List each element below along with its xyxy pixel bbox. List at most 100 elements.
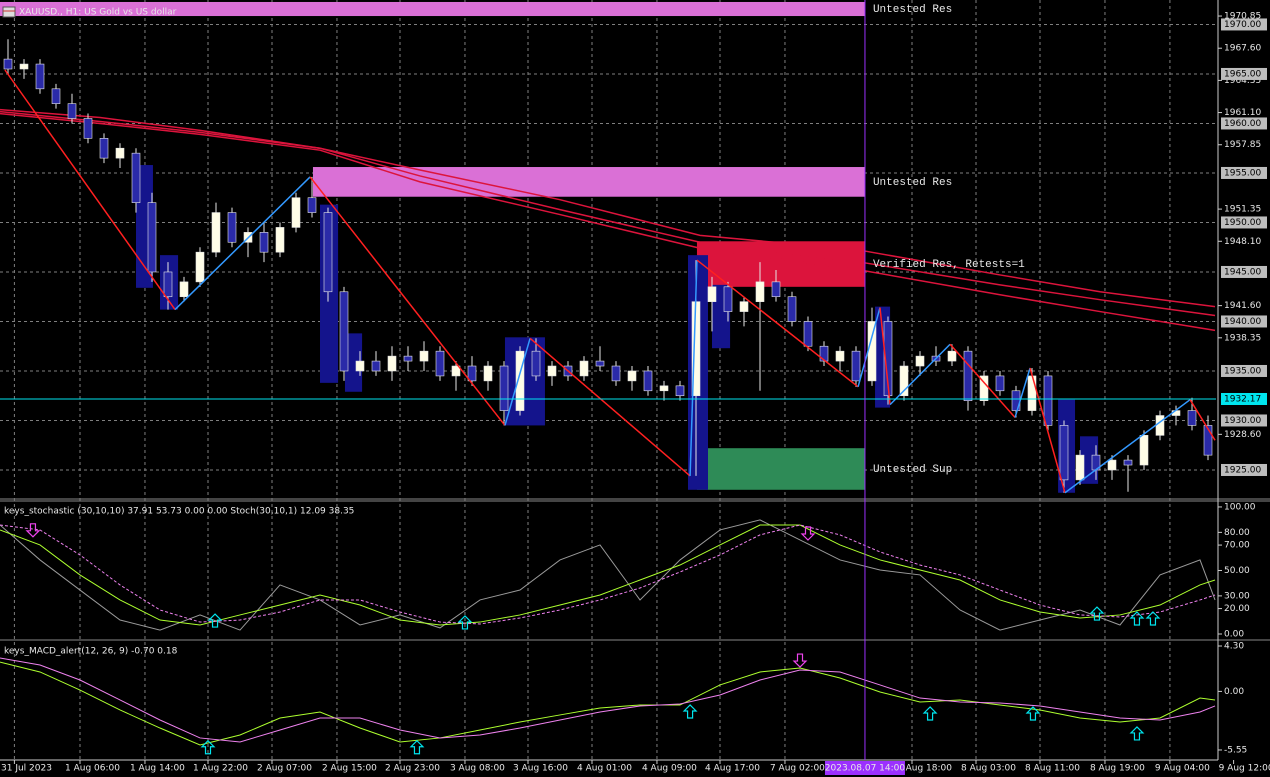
- x-tick-label: 3 Aug 08:00: [450, 764, 505, 774]
- zigzag-segment: [309, 176, 506, 426]
- signal-arrow: [1089, 606, 1105, 621]
- candle-body: [803, 321, 813, 347]
- candle-body: [595, 360, 605, 367]
- zone-label: Untested Sup: [873, 464, 952, 476]
- candle-body: [787, 296, 797, 322]
- indicator-line: [0, 519, 1216, 631]
- zigzag-segment: [689, 260, 698, 476]
- candle-body: [355, 360, 365, 372]
- y-tick-label: 1970.85: [1224, 12, 1261, 22]
- candle-body: [307, 197, 317, 213]
- candle-body: [211, 212, 221, 253]
- zigzag-segment: [879, 307, 891, 405]
- x-tick-label: 3 Aug 16:00: [513, 764, 568, 774]
- y-tick-label: 80.00: [1224, 528, 1250, 538]
- candle-body: [739, 301, 749, 312]
- signal-arrow: [792, 653, 808, 668]
- candle-body: [675, 385, 685, 397]
- crosshair-label-box: [824, 761, 905, 775]
- x-tick-label: 1 Aug 22:00: [193, 764, 248, 774]
- window-title: XAUUSD., H1: US Gold vs US dollar: [19, 8, 177, 18]
- zigzag-segment: [857, 307, 881, 388]
- y-tick-label: 1964.35: [1224, 76, 1261, 86]
- zigzag-segment: [1029, 367, 1066, 493]
- y-tick-label: 1951.35: [1224, 205, 1261, 215]
- x-tick-label: 7 Aug 18:00: [897, 764, 952, 774]
- signal-arrow: [800, 526, 816, 541]
- candle-body: [371, 360, 381, 372]
- indicator-title: keys_MACD_alert(12, 26, 9) -0.70 0.18: [4, 647, 178, 657]
- x-tick-label: 31 Jul 2023: [1, 764, 52, 774]
- zigzag-segment: [949, 343, 1016, 419]
- x-tick-label: 4 Aug 01:00: [577, 764, 632, 774]
- candle-body: [515, 350, 525, 411]
- candle-body: [755, 281, 765, 302]
- candle-body: [115, 147, 125, 159]
- candle-body: [1123, 459, 1133, 466]
- candle-body: [531, 350, 541, 377]
- candle-body: [835, 350, 845, 362]
- candle-body: [819, 345, 829, 362]
- candle-body: [403, 355, 413, 362]
- candle-body: [483, 365, 493, 382]
- candle-body: [963, 350, 973, 401]
- zigzag-segment: [889, 343, 951, 406]
- candle-body: [947, 350, 957, 362]
- candle-body: [1155, 415, 1165, 436]
- x-tick-label: 2 Aug 15:00: [322, 764, 377, 774]
- y-tick-label: 1928.60: [1224, 430, 1261, 440]
- indicator-title: keys_stochastic (30,10,10) 37.91 53.73 0…: [4, 507, 354, 517]
- level-tick-box: [1221, 315, 1267, 328]
- level-tick-label: 1965.00: [1224, 69, 1261, 79]
- candle-body: [323, 212, 333, 293]
- level-tick-label: 1930.00: [1224, 416, 1261, 426]
- last-price-label: 1932.17: [1224, 394, 1261, 404]
- candle-body: [1139, 435, 1149, 466]
- level-tick-label: 1970.00: [1224, 20, 1261, 30]
- candle-body: [1027, 375, 1037, 411]
- crosshair-label: 2023.08.07 14:00: [825, 764, 906, 774]
- candle-body: [291, 197, 301, 228]
- level-tick-box: [1221, 117, 1267, 130]
- zigzag-segment: [529, 337, 691, 477]
- x-tick-label: 1 Aug 14:00: [130, 764, 185, 774]
- zigzag-segment: [1189, 399, 1216, 441]
- x-tick-label: 9 Aug 04:00: [1155, 764, 1210, 774]
- zone-label: Untested Res: [873, 177, 952, 189]
- level-tick-label: 1955.00: [1224, 168, 1261, 178]
- candle-body: [979, 375, 989, 401]
- level-tick-box: [1221, 216, 1267, 229]
- candle-body: [163, 271, 173, 298]
- candle-body: [867, 321, 877, 382]
- x-tick-label: 4 Aug 17:00: [705, 764, 760, 774]
- candle-body: [387, 355, 397, 372]
- level-tick-box: [1221, 166, 1267, 179]
- candle-body: [131, 152, 141, 203]
- y-tick-label: 50.00: [1224, 566, 1250, 576]
- signal-arrow: [922, 706, 938, 721]
- indicator-line: [0, 524, 1216, 625]
- candle-body: [51, 88, 61, 104]
- zone: [312, 167, 865, 197]
- x-tick-label: 8 Aug 03:00: [961, 764, 1016, 774]
- signal-arrow: [207, 613, 223, 628]
- indicator-line: [0, 661, 1216, 746]
- y-tick-label: 100.00: [1224, 502, 1256, 512]
- moving-average: [0, 112, 1216, 332]
- y-tick-label: 4.30: [1224, 642, 1244, 652]
- candle-body: [195, 251, 205, 283]
- impulse-box: [344, 333, 363, 392]
- candle-body: [275, 227, 285, 253]
- y-tick-label: -5.55: [1224, 745, 1247, 755]
- signal-arrow: [200, 739, 216, 755]
- y-tick-label: 30.00: [1224, 591, 1250, 601]
- y-tick-label: 1961.10: [1224, 108, 1261, 118]
- zigzag-segment: [174, 176, 311, 311]
- level-tick-box: [1221, 414, 1267, 427]
- zone-label: Untested Res: [873, 4, 952, 16]
- zigzag-segment: [504, 338, 531, 426]
- candle-body: [147, 202, 157, 273]
